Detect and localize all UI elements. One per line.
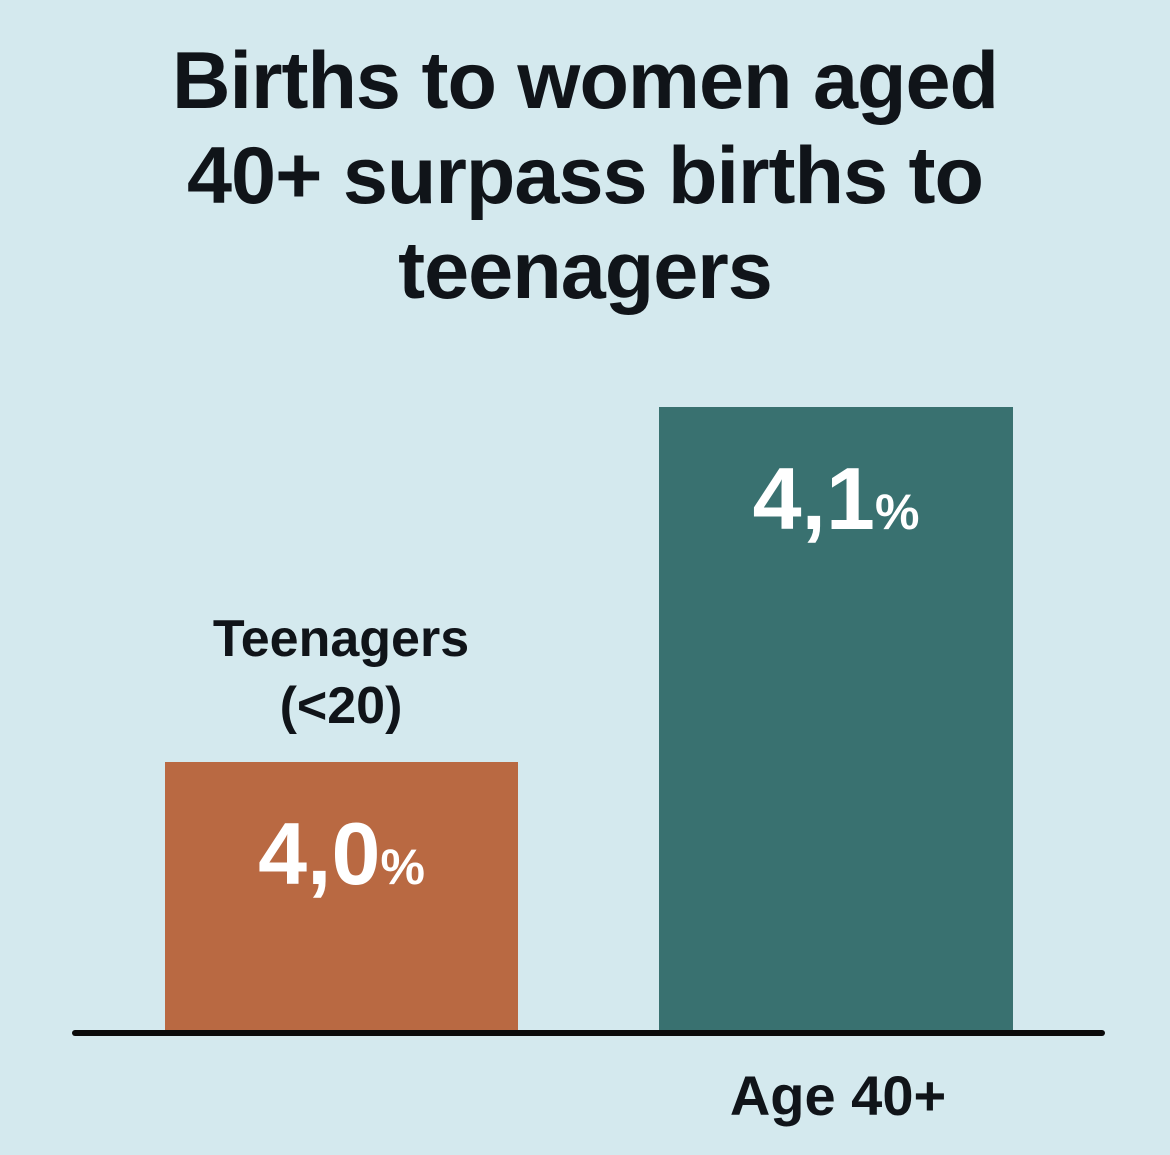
- value-number-age-40-plus: 4,1: [752, 449, 875, 548]
- bar-age-40-plus: 4,1%: [659, 407, 1013, 1032]
- percent-sign-teenagers: %: [380, 839, 425, 895]
- value-label-age-40-plus: 4,1%: [753, 407, 920, 543]
- value-label-teenagers: 4,0%: [258, 762, 425, 898]
- chart-title: Births to women aged 40+ surpass births …: [171, 36, 999, 316]
- category-label-teenagers: Teenagers (<20): [212, 610, 470, 735]
- x-axis-line: [72, 1030, 1105, 1036]
- value-number-teenagers: 4,0: [258, 804, 381, 903]
- percent-sign-age-40-plus: %: [874, 484, 920, 540]
- category-label-age-40-plus: Age 40+: [729, 1064, 947, 1127]
- bar-teenagers: 4,0%: [165, 762, 518, 1032]
